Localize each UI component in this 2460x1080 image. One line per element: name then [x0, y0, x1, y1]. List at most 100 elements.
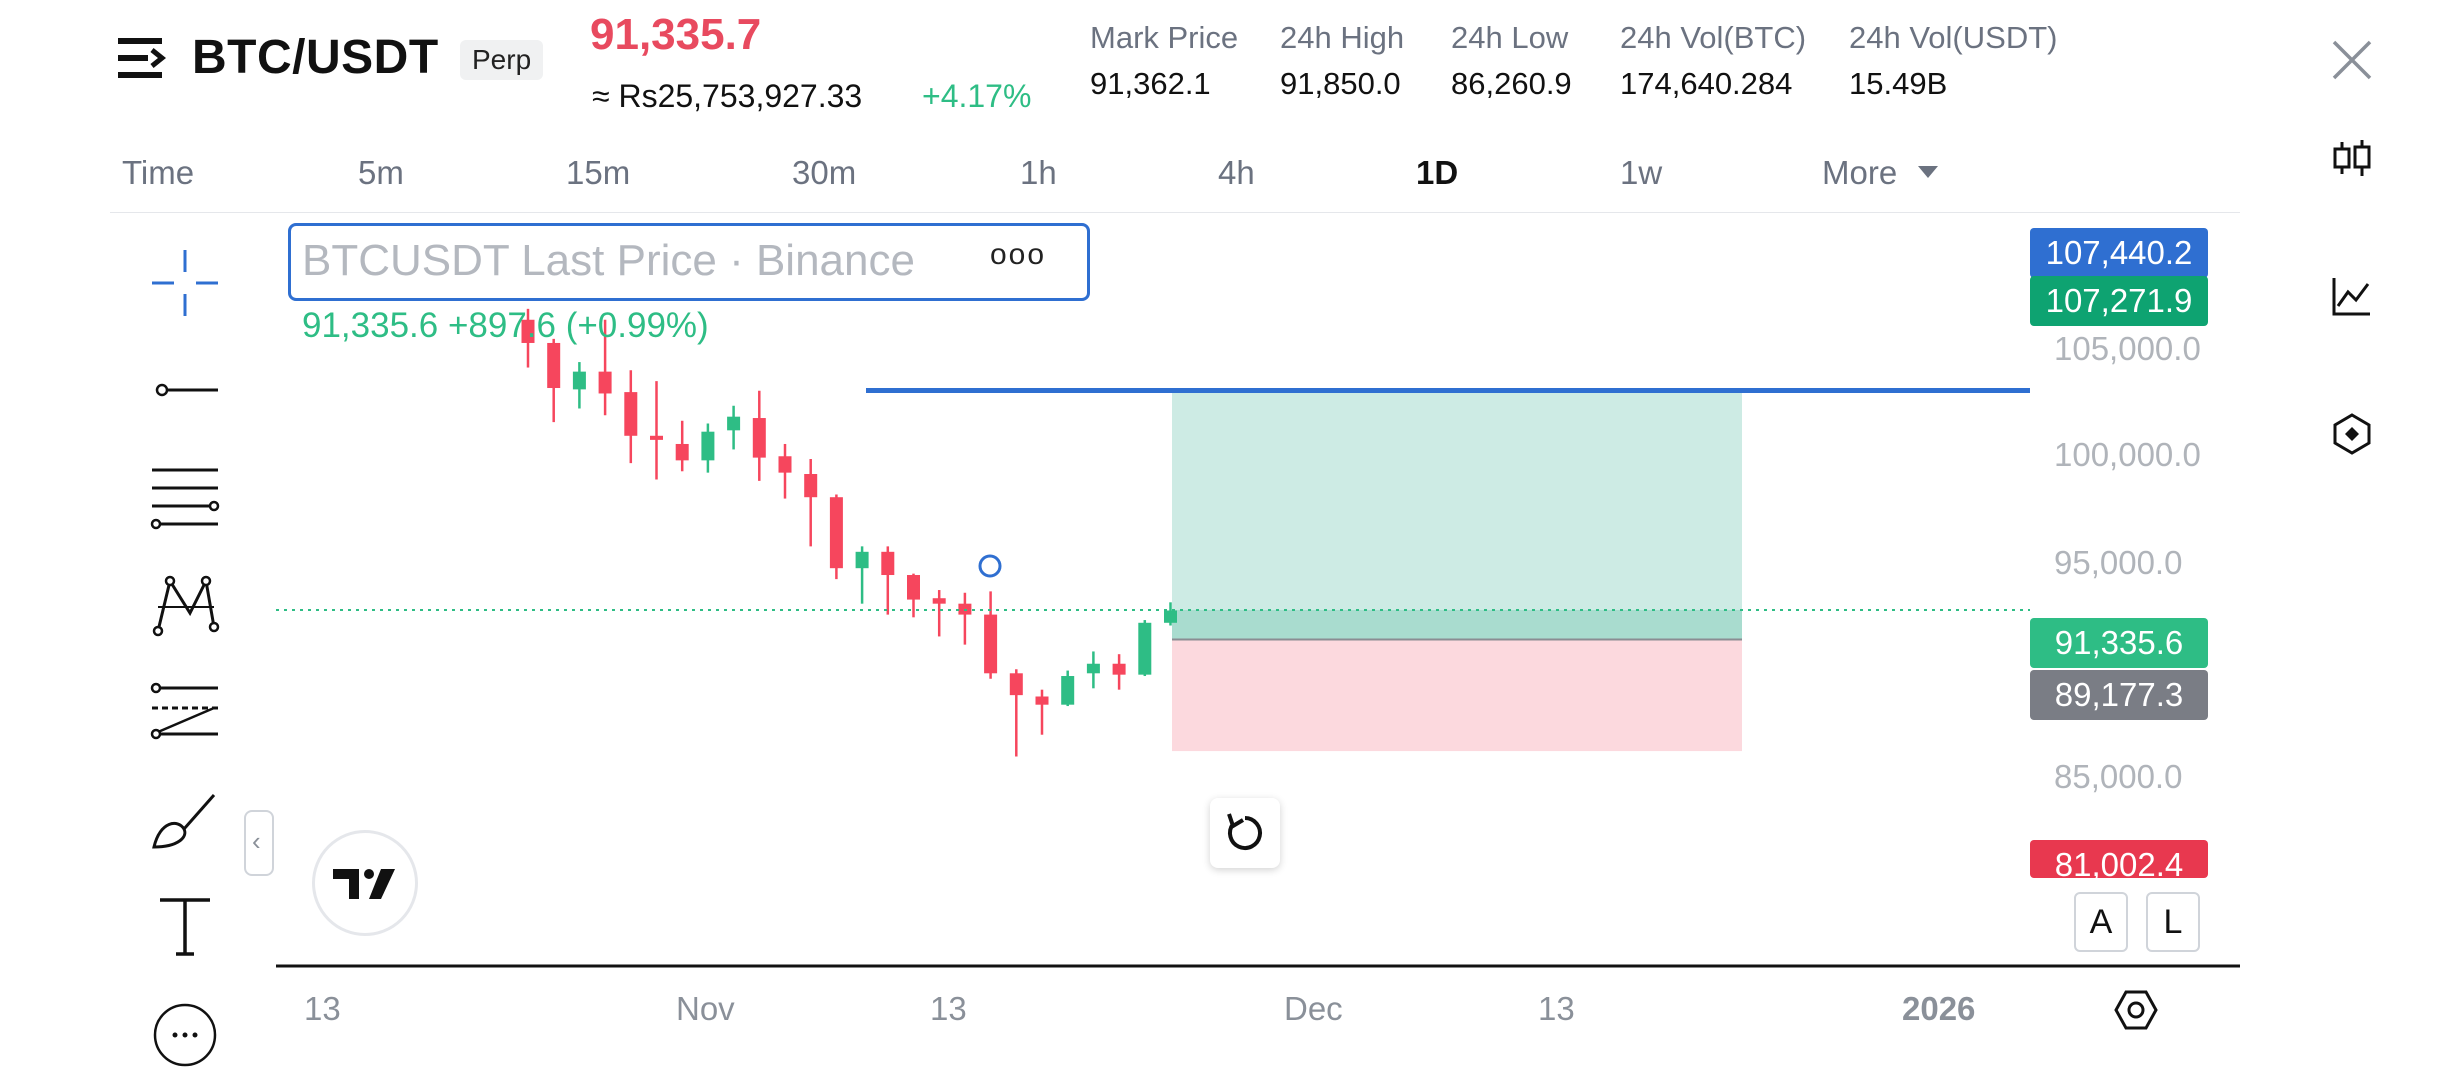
tab-15m[interactable]: 15m: [566, 154, 631, 191]
candle-body: [932, 598, 946, 604]
stat-24h-high-value: 91,850.0: [1280, 66, 1401, 101]
price-axis-tick: 85,000.0: [2054, 758, 2183, 795]
crosshair-icon[interactable]: [148, 246, 222, 320]
candle: [598, 319, 612, 416]
trend-line-icon[interactable]: [148, 353, 222, 427]
price-label-entry: 89,177.3: [2030, 670, 2208, 720]
candle-body: [1009, 673, 1023, 696]
price-axis-tick: 100,000.0: [2054, 436, 2201, 473]
divider: [110, 212, 2240, 213]
filled-zone: [1172, 610, 1742, 640]
auto-scale-button[interactable]: A: [2074, 892, 2128, 952]
candle: [778, 443, 792, 499]
date-axis-tick: Dec: [1284, 990, 1343, 1027]
candle-body: [1035, 696, 1049, 705]
date-axis-tick: Nov: [676, 990, 735, 1027]
candle-body: [984, 614, 998, 674]
reset-chart-button[interactable]: [1210, 798, 1280, 868]
tab-time[interactable]: Time: [122, 154, 195, 191]
candle: [1035, 689, 1049, 735]
brush-icon[interactable]: [148, 781, 222, 855]
tab-30m[interactable]: 30m: [792, 154, 857, 191]
date-axis-tick: 13: [1538, 990, 1575, 1027]
candle: [1164, 602, 1177, 626]
tab-4h[interactable]: 4h: [1218, 154, 1255, 191]
candle: [650, 381, 663, 480]
tab-more[interactable]: More: [1822, 154, 1898, 191]
candle: [1112, 654, 1126, 690]
candle-body: [572, 371, 586, 390]
candle: [1061, 670, 1075, 707]
candle: [907, 573, 920, 618]
candle: [1009, 669, 1023, 757]
chart-settings-icon[interactable]: [2112, 986, 2160, 1034]
symbol-legend[interactable]: [288, 223, 1090, 301]
close-icon[interactable]: [2330, 38, 2374, 82]
symbol-title[interactable]: BTC/USDT: [192, 31, 439, 84]
stat-24h-low-label: 24h Low: [1451, 20, 1569, 55]
legend-more-button[interactable]: ooo: [990, 238, 1047, 271]
collapse-toolbar-button[interactable]: ‹: [244, 810, 274, 876]
stat-24h-low-value: 86,260.9: [1451, 66, 1572, 101]
candle-body: [650, 435, 663, 440]
stat-mark-price-value: 91,362.1: [1090, 66, 1211, 101]
candle-body: [521, 319, 535, 343]
stat-24h-high-label: 24h High: [1280, 20, 1405, 55]
legend-title: BTCUSDT Last Price · Binance: [302, 236, 915, 285]
candle-body: [881, 551, 895, 576]
tab-1d[interactable]: 1D: [1416, 154, 1459, 191]
stat-mark-price-label: Mark Price: [1090, 20, 1239, 55]
stat-vol-btc-value: 174,640.284: [1620, 66, 1793, 101]
candle-body: [1112, 663, 1126, 675]
more-tools-icon[interactable]: [148, 995, 222, 1069]
price-axis-tick: 95,000.0: [2054, 544, 2183, 581]
change-percent: +4.17%: [922, 78, 1032, 114]
price-label-top-target: 107,440.2: [2030, 228, 2208, 278]
candle-body: [547, 342, 561, 389]
date-axis-tick: 2026: [1902, 990, 1976, 1027]
fib-lines-icon[interactable]: [148, 460, 222, 534]
depth-icon[interactable]: [2330, 412, 2374, 456]
date-axis-tick: 13: [304, 990, 341, 1027]
candle-body: [778, 456, 792, 473]
candles: [521, 308, 1177, 757]
candle: [932, 590, 946, 637]
stop-zone[interactable]: [1172, 639, 1742, 752]
tab-1w[interactable]: 1w: [1620, 154, 1663, 191]
price-label-target: 107,271.9: [2030, 276, 2208, 326]
long-position-tool[interactable]: [1172, 392, 1742, 752]
candle: [829, 494, 843, 580]
candle: [804, 458, 818, 547]
price-label-current: 91,335.6: [2030, 618, 2208, 668]
candle: [1086, 651, 1100, 689]
projection-icon[interactable]: [148, 674, 222, 748]
log-scale-button[interactable]: L: [2146, 892, 2200, 952]
candle: [1138, 620, 1152, 677]
chevron-down-icon: [1918, 166, 1938, 178]
candle: [701, 423, 715, 473]
menu-icon[interactable]: [118, 36, 168, 80]
candle-body: [727, 416, 741, 431]
candle-body: [1061, 676, 1075, 705]
text-icon[interactable]: [148, 888, 222, 962]
candle: [521, 308, 535, 368]
tab-1h[interactable]: 1h: [1020, 154, 1057, 191]
candle: [624, 370, 638, 464]
target-zone[interactable]: [1172, 392, 1742, 640]
pattern-icon[interactable]: [148, 567, 222, 641]
stat-vol-usdt-label: 24h Vol(USDT): [1849, 20, 2058, 55]
candle-body: [855, 551, 869, 569]
drawing-anchor-handle[interactable]: [978, 554, 1002, 578]
date-axis-tick: 13: [930, 990, 967, 1027]
candle-body: [752, 418, 766, 458]
perp-badge: Perp: [460, 40, 544, 80]
fiat-price: ≈ Rs25,753,927.33: [592, 78, 863, 114]
candle-body: [598, 371, 612, 394]
indicator-icon[interactable]: [2330, 274, 2374, 318]
candle: [984, 591, 998, 679]
candlestick-icon[interactable]: [2330, 136, 2374, 180]
candle-body: [907, 575, 920, 600]
tradingview-logo: [312, 830, 418, 936]
tab-5m[interactable]: 5m: [358, 154, 404, 191]
